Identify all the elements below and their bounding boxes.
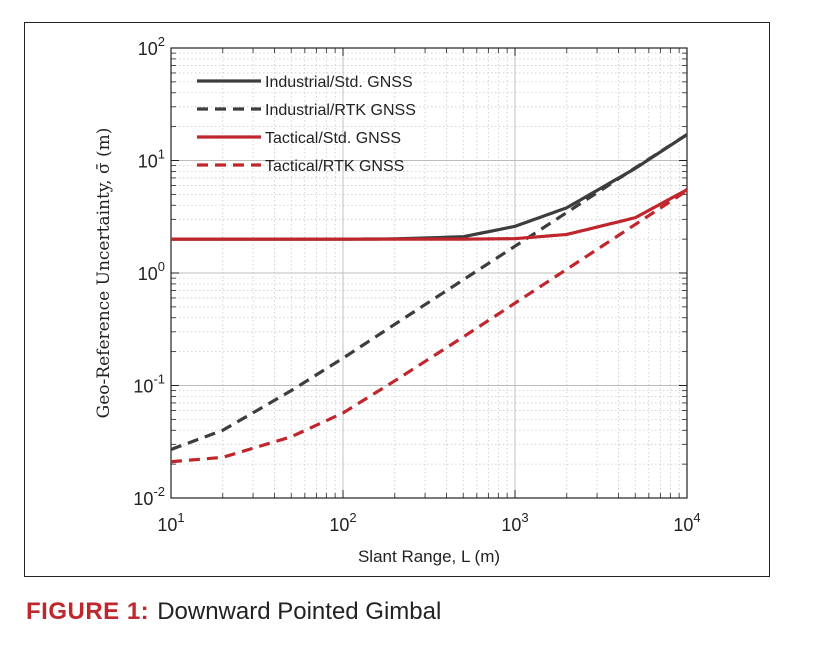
x-tick-base: 10 [673, 515, 693, 535]
x-tick-base: 10 [157, 515, 177, 535]
figure-caption: FIGURE 1: Downward Pointed Gimbal [26, 598, 441, 626]
y-tick-base: 10 [138, 39, 158, 59]
y-tick-base: 10 [138, 264, 158, 284]
x-tick-exponent: 1 [177, 510, 184, 525]
chart-frame: 101 102 103 104 10-2 10-1 100 101 102 Slant Ran… [24, 22, 770, 577]
tick-marks [170, 47, 688, 499]
x-tick-label: 101 [157, 510, 184, 535]
x-tick-labels: 101 102 103 104 [157, 510, 700, 535]
y-tick-base: 10 [133, 489, 153, 509]
y-axis-label: Geo-Reference Uncertainty, σ̄ (m) [94, 128, 114, 419]
series-line-tactical-rtk-gnss [170, 189, 688, 464]
y-tick-label: 10-1 [133, 372, 165, 397]
y-tick-exponent: -2 [153, 484, 165, 499]
y-tick-label: 10-2 [133, 484, 165, 509]
legend-label: Industrial/RTK GNSS [265, 102, 416, 119]
x-tick-label: 102 [329, 510, 356, 535]
y-tick-base: 10 [133, 377, 153, 397]
legend-label: Tactical/Std. GNSS [265, 130, 401, 147]
y-tick-label: 102 [138, 34, 165, 59]
figure-label: FIGURE 1: [26, 598, 150, 625]
series-line-industrial-rtk-gnss [170, 133, 688, 451]
y-tick-label: 100 [138, 259, 165, 284]
figure-title: Downward Pointed Gimbal [157, 598, 442, 625]
legend-label: Tactical/RTK GNSS [265, 158, 404, 175]
legend-label: Industrial/Std. GNSS [265, 74, 413, 91]
x-tick-base: 10 [329, 515, 349, 535]
x-tick-exponent: 3 [521, 510, 528, 525]
x-tick-exponent: 2 [349, 510, 356, 525]
legend: Industrial/Std. GNSS Industrial/RTK GNSS T… [197, 74, 416, 175]
y-tick-exponent: -1 [153, 372, 165, 387]
series-layer [170, 133, 688, 464]
y-tick-base: 10 [138, 152, 158, 172]
y-tick-exponent: 2 [158, 34, 165, 49]
y-tick-exponent: 0 [158, 259, 165, 274]
y-tick-exponent: 1 [158, 147, 165, 162]
x-axis-label: Slant Range, L (m) [358, 547, 500, 566]
y-tick-label: 101 [138, 147, 165, 172]
series-line-tactical-std-gnss [171, 188, 688, 241]
x-tick-label: 103 [501, 510, 528, 535]
x-tick-exponent: 4 [693, 510, 700, 525]
x-tick-base: 10 [501, 515, 521, 535]
x-tick-label: 104 [673, 510, 700, 535]
